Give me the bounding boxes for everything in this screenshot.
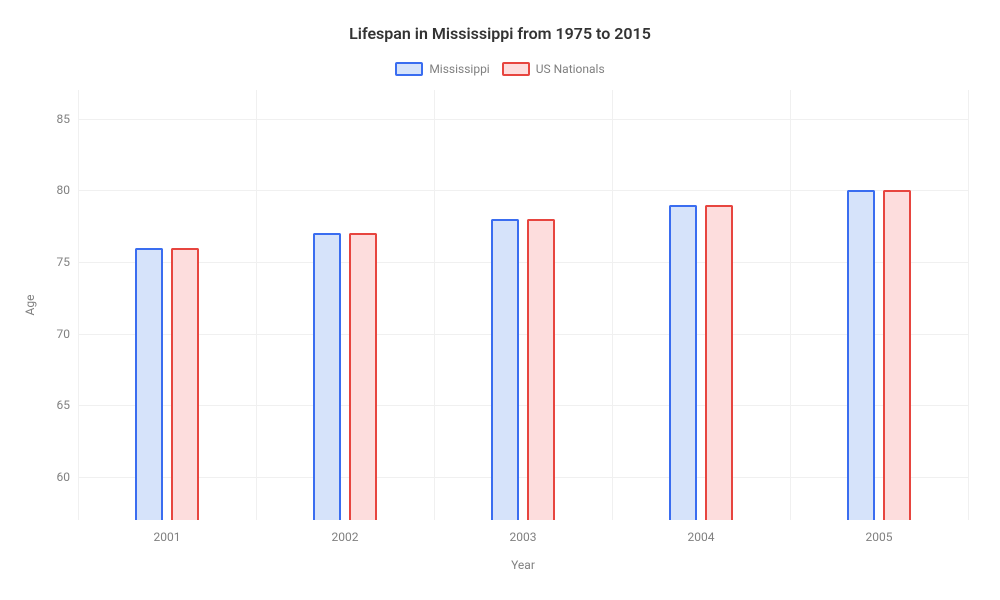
bar — [847, 190, 875, 520]
bar — [883, 190, 911, 520]
gridline-horizontal — [78, 262, 968, 263]
gridline-horizontal — [78, 190, 968, 191]
legend-item: US Nationals — [502, 62, 605, 76]
y-tick-label: 70 — [57, 327, 79, 341]
bar — [349, 233, 377, 520]
chart-legend: Mississippi US Nationals — [0, 62, 1000, 76]
chart-title: Lifespan in Mississippi from 1975 to 201… — [0, 24, 1000, 43]
gridline-horizontal — [78, 334, 968, 335]
gridline-vertical — [434, 90, 435, 520]
x-tick-label: 2003 — [510, 520, 537, 544]
bar — [491, 219, 519, 520]
gridline-vertical — [968, 90, 969, 520]
legend-item: Mississippi — [395, 62, 489, 76]
x-tick-label: 2001 — [154, 520, 181, 544]
y-tick-label: 75 — [57, 255, 79, 269]
gridline-vertical — [790, 90, 791, 520]
bar — [669, 205, 697, 520]
legend-label: Mississippi — [429, 62, 489, 76]
y-tick-label: 80 — [57, 183, 79, 197]
y-tick-label: 85 — [57, 112, 79, 126]
gridline-horizontal — [78, 477, 968, 478]
y-axis-label: Age — [23, 295, 37, 316]
bar — [135, 248, 163, 520]
gridline-vertical — [78, 90, 79, 520]
y-tick-label: 60 — [57, 470, 79, 484]
gridline-horizontal — [78, 119, 968, 120]
bar — [527, 219, 555, 520]
chart-container: Lifespan in Mississippi from 1975 to 201… — [0, 0, 1000, 600]
legend-swatch — [395, 62, 423, 76]
x-tick-label: 2004 — [688, 520, 715, 544]
y-tick-label: 65 — [57, 398, 79, 412]
bar — [313, 233, 341, 520]
legend-label: US Nationals — [536, 62, 605, 76]
x-axis-label: Year — [511, 558, 535, 572]
bar — [171, 248, 199, 520]
x-tick-label: 2002 — [332, 520, 359, 544]
gridline-vertical — [612, 90, 613, 520]
plot-area: 60657075808520012002200320042005 — [78, 90, 968, 520]
gridline-vertical — [256, 90, 257, 520]
x-tick-label: 2005 — [866, 520, 893, 544]
legend-swatch — [502, 62, 530, 76]
bar — [705, 205, 733, 520]
gridline-horizontal — [78, 405, 968, 406]
